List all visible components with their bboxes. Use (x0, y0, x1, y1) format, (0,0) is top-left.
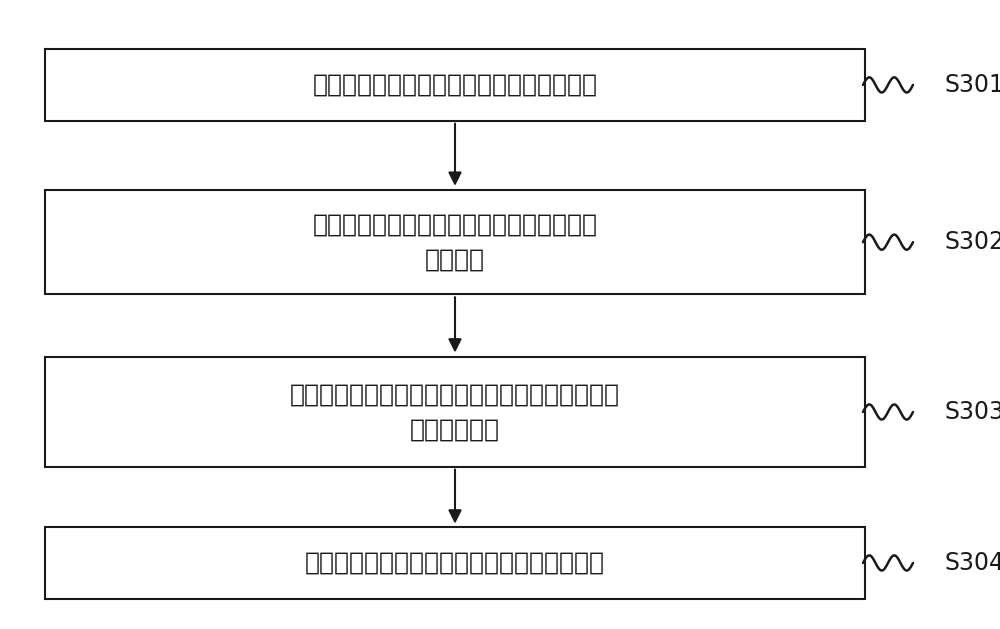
Bar (45, 527, 865, 599)
Text: 获取表示电池系统的支路使用率的表征参数: 获取表示电池系统的支路使用率的表征参数 (312, 73, 598, 97)
Text: S301: S301 (945, 73, 1000, 97)
Bar (45, 48, 865, 121)
Bar (45, 190, 865, 294)
Text: S304: S304 (945, 551, 1000, 575)
Text: 控制确定出的相应负荷量规格的放电支路导通: 控制确定出的相应负荷量规格的放电支路导通 (305, 551, 605, 575)
Text: 基于对比结果确定电池系统放电所需要的负荷量规
格的放电支路: 基于对比结果确定电池系统放电所需要的负荷量规 格的放电支路 (290, 382, 620, 442)
Text: S302: S302 (945, 230, 1000, 254)
Text: 将表征参数与预设参数阈值进行对比，得到
对比结果: 将表征参数与预设参数阈值进行对比，得到 对比结果 (312, 213, 598, 272)
Text: S303: S303 (945, 400, 1000, 424)
Bar (45, 357, 865, 467)
